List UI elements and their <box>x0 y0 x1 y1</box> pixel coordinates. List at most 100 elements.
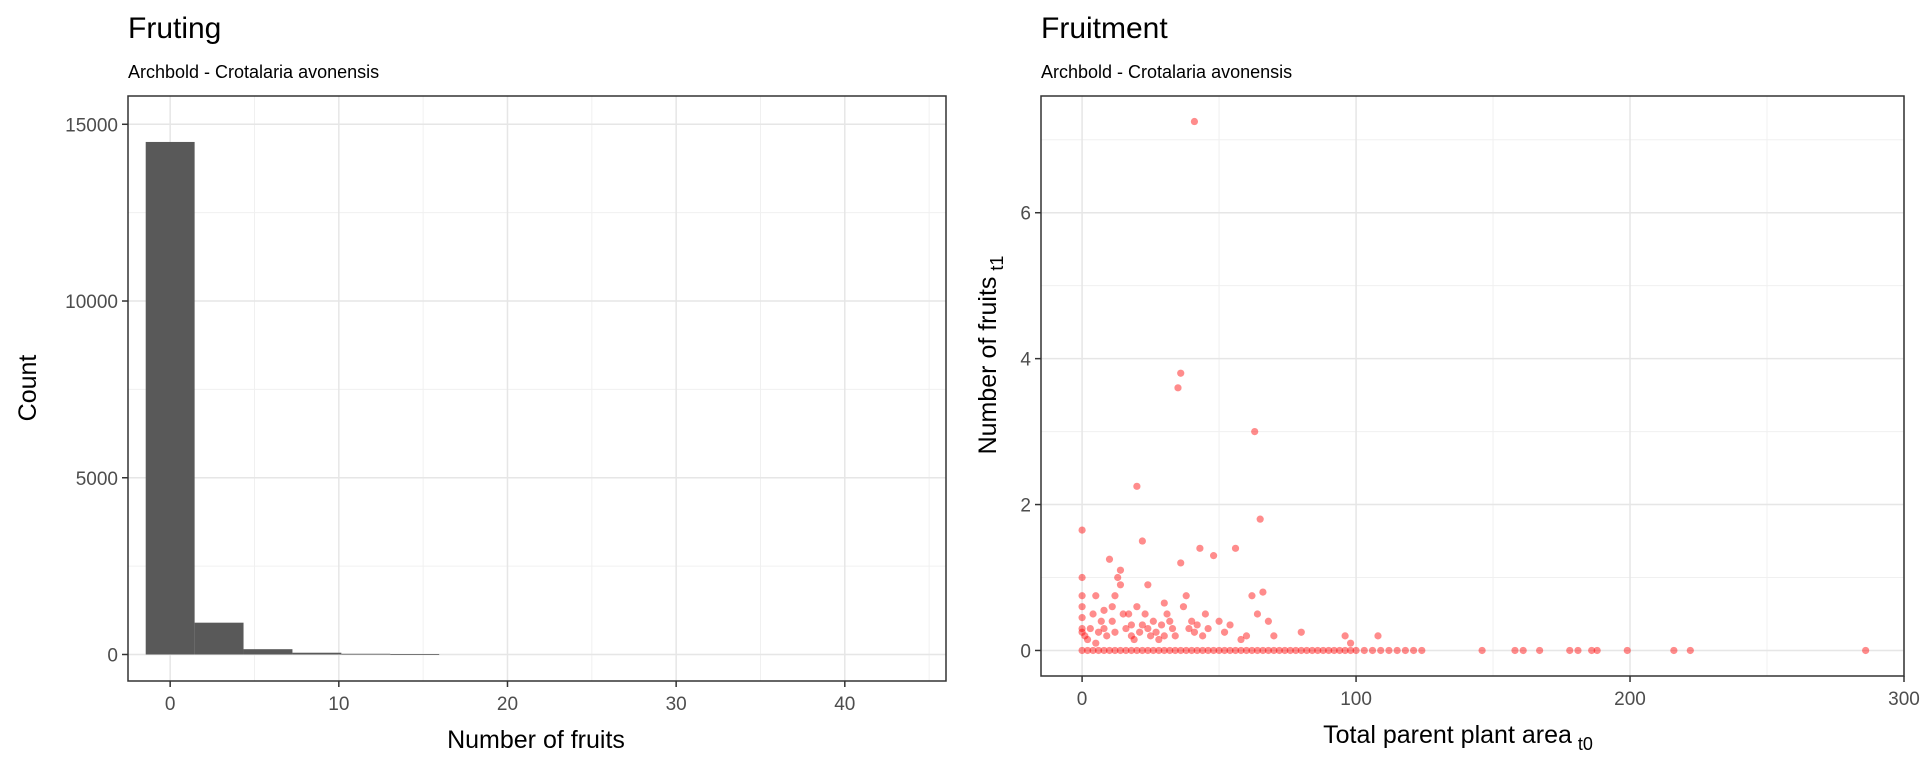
scatter-x-tick-label: 200 <box>1614 689 1646 710</box>
scatter-point <box>1144 646 1152 655</box>
histogram-x-tick-label: 10 <box>328 694 349 715</box>
scatter-point <box>1242 646 1251 655</box>
scatter-x-axis-label-subscript: t0 <box>1578 734 1593 754</box>
scatter-point <box>1226 646 1234 655</box>
scatter-point <box>1325 646 1333 655</box>
scatter-subtitle: Archbold - Crotalaria avonensis <box>1041 62 1292 82</box>
scatter-point <box>1286 646 1294 655</box>
histogram-subtitle: Archbold - Crotalaria avonensis <box>128 62 379 82</box>
scatter-point <box>1346 646 1355 655</box>
scatter-point <box>1166 617 1174 625</box>
scatter-point <box>1152 628 1160 636</box>
scatter-point <box>1336 646 1344 655</box>
scatter-point <box>1138 537 1146 545</box>
scatter-y-axis-label-main: Number of fruits <box>974 277 1002 455</box>
histogram-bar <box>145 141 195 655</box>
scatter-point <box>1242 632 1251 640</box>
scatter-point <box>1393 646 1401 655</box>
scatter-point <box>1168 624 1177 633</box>
histogram-y-tick-label: 5000 <box>76 469 118 490</box>
scatter-point <box>1092 639 1100 647</box>
scatter-point <box>1136 628 1144 636</box>
scatter-point <box>1166 646 1174 655</box>
scatter-point <box>1089 610 1097 618</box>
scatter-point <box>1127 621 1136 629</box>
scatter-point <box>1536 646 1544 655</box>
scatter-point <box>1231 544 1240 552</box>
scatter-point <box>1593 646 1601 655</box>
scatter-point <box>1114 573 1122 582</box>
histogram-x-tick-label: 0 <box>165 694 176 715</box>
scatter-point <box>1220 646 1229 655</box>
scatter-point <box>1127 632 1136 640</box>
scatter-point <box>1177 369 1185 377</box>
histogram-y-axis-label: Count <box>14 355 42 422</box>
scatter-point <box>1199 646 1207 655</box>
scatter-point <box>1188 617 1196 625</box>
scatter-point <box>1078 614 1086 622</box>
scatter-point <box>1275 646 1283 655</box>
scatter-point <box>1670 646 1678 655</box>
scatter-point <box>1111 592 1119 600</box>
histogram-ticks: 0 10 20 30 40 0 5000 10000 15000 <box>65 115 855 715</box>
scatter-point <box>1105 555 1114 563</box>
scatter-point <box>1201 610 1209 618</box>
scatter-point <box>1125 610 1133 618</box>
scatter-point <box>1270 646 1278 655</box>
scatter-point <box>1196 544 1204 552</box>
scatter-point <box>1292 646 1300 655</box>
scatter-point <box>1092 592 1100 600</box>
scatter-point <box>1251 427 1259 436</box>
scatter-point <box>1108 603 1116 611</box>
scatter-point <box>1100 606 1108 614</box>
histogram-x-axis-label: Number of fruits <box>447 726 625 754</box>
scatter-point <box>1374 632 1382 640</box>
scatter-point <box>1566 646 1574 655</box>
scatter-point <box>1193 621 1201 629</box>
scatter-point <box>1253 646 1262 655</box>
scatter-point <box>1190 628 1199 636</box>
scatter-point <box>1100 646 1108 655</box>
scatter-point <box>1401 646 1409 655</box>
scatter-point <box>1210 646 1218 655</box>
scatter-point <box>1308 646 1316 655</box>
scatter-x-tick-label: 100 <box>1340 689 1372 710</box>
scatter-point <box>1259 646 1267 655</box>
scatter-point <box>1588 646 1596 655</box>
scatter-point <box>1111 646 1119 655</box>
scatter-y-axis-label: Number of fruits t1 <box>974 256 1007 455</box>
scatter-point <box>1138 646 1146 655</box>
scatter-point <box>1133 646 1141 655</box>
scatter-point <box>1204 624 1212 633</box>
histogram-x-tick-label: 20 <box>497 694 518 715</box>
histogram-x-tick-label: 30 <box>666 694 687 715</box>
scatter-point <box>1133 482 1141 490</box>
scatter-ticks: 0 100 200 300 0 2 4 6 <box>1020 204 1919 710</box>
scatter-point <box>1237 646 1245 655</box>
scatter-x-axis-label: Total parent plant area t0 <box>1323 721 1593 754</box>
scatter-point <box>1157 621 1166 629</box>
scatter-x-tick-label: 300 <box>1888 689 1920 710</box>
histogram-title: Fruting <box>128 12 221 45</box>
scatter-point <box>1264 617 1272 625</box>
scatter-point <box>1144 581 1152 589</box>
scatter-point <box>1199 632 1207 640</box>
scatter-point <box>1177 646 1185 655</box>
scatter-point <box>1210 552 1218 560</box>
scatter-point <box>1231 646 1240 655</box>
scatter-x-axis-label-main: Total parent plant area <box>1323 721 1572 749</box>
scatter-point <box>1297 646 1305 655</box>
scatter-y-tick-label: 2 <box>1020 496 1031 517</box>
histogram-bar <box>243 649 293 655</box>
scatter-point <box>1519 646 1527 655</box>
scatter-point <box>1078 624 1086 633</box>
scatter-point <box>1160 632 1168 640</box>
scatter-point <box>1130 635 1138 644</box>
scatter-point <box>1177 559 1185 567</box>
scatter-point <box>1385 646 1393 655</box>
scatter-point <box>1297 628 1305 636</box>
scatter-point <box>1352 646 1360 655</box>
scatter-point <box>1259 588 1267 596</box>
scatter-point <box>1149 617 1157 625</box>
